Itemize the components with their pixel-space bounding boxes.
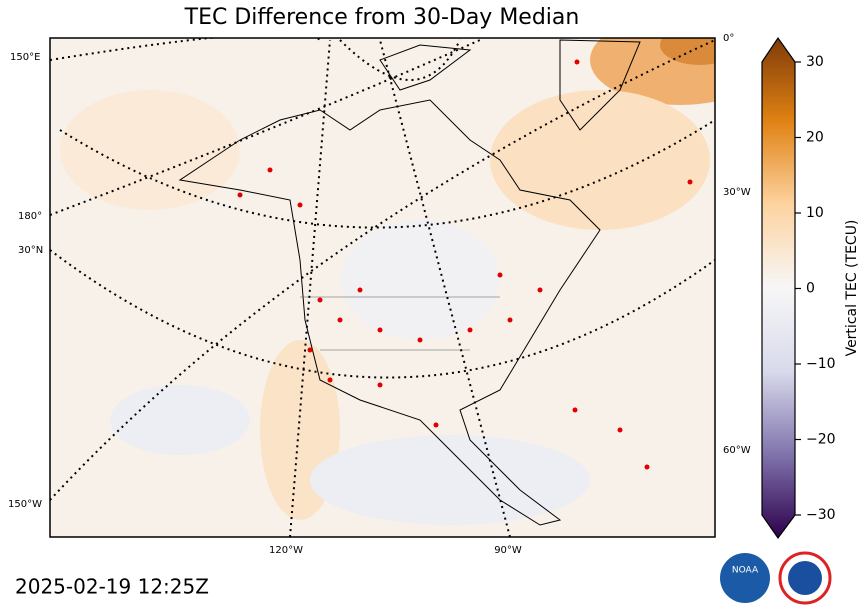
colorbar-tick-label: 10	[806, 205, 824, 221]
graticule-label: 30°W	[723, 187, 751, 198]
graticule-label: 120°W	[269, 545, 303, 556]
graticule-label: 60°W	[723, 445, 751, 456]
svg-text:NOAA: NOAA	[732, 566, 759, 576]
colorbar-tick-label: −10	[806, 356, 836, 372]
graticule-label: 30°N	[18, 245, 43, 256]
stations	[237, 59, 693, 470]
colorbar-tick-label: −30	[806, 507, 836, 523]
colorbar-tick-label: 0	[806, 281, 815, 297]
colorbar-tick-label: −20	[806, 432, 836, 448]
graticule-label: 90°W	[494, 545, 522, 556]
graticule-label: 0°	[723, 33, 734, 44]
graticule-label: 180°	[18, 211, 42, 222]
map	[50, 38, 715, 537]
colorbar-tick-label: 30	[806, 54, 824, 70]
map-frame	[49, 37, 716, 538]
colorbar-tick-label: 20	[806, 130, 824, 146]
graticule-label: 150°W	[8, 499, 42, 510]
logos: NOAA	[720, 551, 832, 605]
colorbar-label: Vertical TEC (TECU)	[844, 220, 860, 357]
graticule-label: 150°E	[10, 52, 40, 63]
title: TEC Difference from 30-Day Median	[184, 5, 580, 30]
colorbar	[761, 36, 796, 540]
timestamp: 2025-02-19 12:25Z	[15, 575, 209, 599]
